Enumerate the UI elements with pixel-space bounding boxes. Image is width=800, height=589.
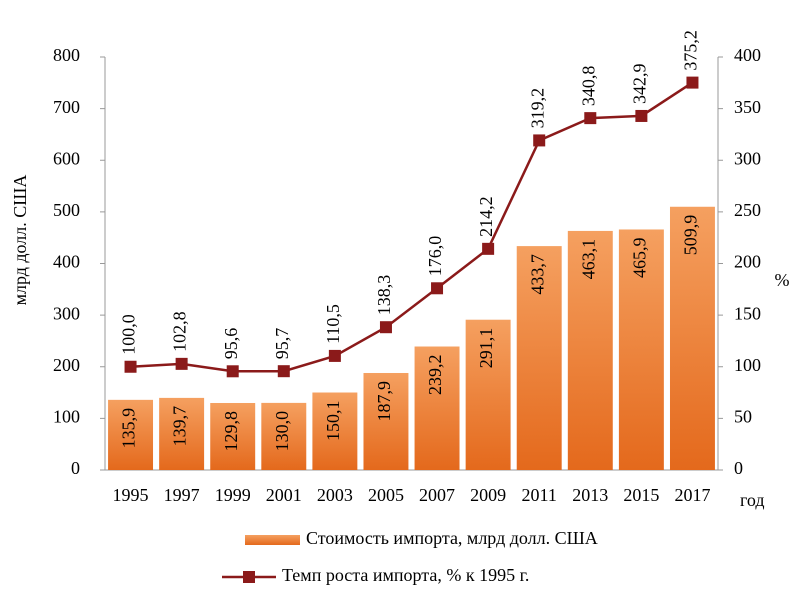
y-tick-label: 100 xyxy=(53,407,80,427)
line-marker xyxy=(686,76,699,89)
line-marker xyxy=(328,349,341,362)
y-tick-label: 500 xyxy=(53,200,80,220)
bar xyxy=(363,372,409,470)
line-value-label: 176,0 xyxy=(425,236,445,277)
x-tick-label: 1997 xyxy=(164,485,200,505)
y2-tick-label: 200 xyxy=(734,252,761,272)
line-marker xyxy=(431,282,444,295)
y2-tick-label: 100 xyxy=(734,355,761,375)
bar xyxy=(414,346,460,470)
x-tick-label: 2015 xyxy=(623,485,659,505)
line-marker xyxy=(226,365,239,378)
x-tick-label: 2003 xyxy=(317,485,353,505)
x-tick-label: 2017 xyxy=(674,485,710,505)
y2-tick-label: 300 xyxy=(734,148,761,168)
y2-tick-label: 50 xyxy=(734,407,752,427)
line-value-label: 102,8 xyxy=(170,311,190,352)
line-value-label: 95,7 xyxy=(272,328,292,360)
y2-tick-label: 250 xyxy=(734,200,761,220)
bar-value-label: 187,9 xyxy=(374,381,394,422)
x-tick-label: 2011 xyxy=(522,485,557,505)
bar xyxy=(567,230,613,470)
x-tick-label: 2009 xyxy=(470,485,506,505)
bar-value-label: 291,1 xyxy=(476,328,496,369)
bar-value-label: 135,9 xyxy=(119,408,139,449)
bar xyxy=(261,402,307,470)
bar-value-label: 239,2 xyxy=(425,355,445,396)
bar xyxy=(312,392,358,470)
line-marker xyxy=(379,321,392,334)
bar-value-label: 465,9 xyxy=(630,237,650,278)
y2-axis-label: % xyxy=(775,270,790,290)
x-tick-label: 2001 xyxy=(266,485,302,505)
line-marker xyxy=(635,109,648,122)
line-value-label: 342,9 xyxy=(630,63,650,104)
line-value-label: 138,3 xyxy=(374,275,394,316)
legend-marker xyxy=(243,571,255,583)
line-value-label: 375,2 xyxy=(681,30,701,71)
bar-value-label: 509,9 xyxy=(681,215,701,256)
y2-tick-label: 0 xyxy=(734,458,743,478)
bar-value-label: 150,1 xyxy=(323,401,343,442)
line-marker xyxy=(277,365,290,378)
line-marker xyxy=(124,360,137,373)
y2-tick-label: 350 xyxy=(734,97,761,117)
y-tick-label: 200 xyxy=(53,355,80,375)
bar xyxy=(669,206,715,470)
y-tick-label: 0 xyxy=(71,458,80,478)
line-value-label: 95,6 xyxy=(221,328,241,359)
bar xyxy=(516,246,562,470)
bar-value-label: 463,1 xyxy=(578,239,598,280)
x-axis-label: год xyxy=(740,490,765,510)
line-value-label: 319,2 xyxy=(527,88,547,129)
bar xyxy=(108,399,154,470)
y-tick-label: 800 xyxy=(53,45,80,65)
line-marker xyxy=(584,112,597,125)
bar-value-label: 129,8 xyxy=(221,411,241,452)
y-tick-label: 700 xyxy=(53,97,80,117)
x-tick-label: 2007 xyxy=(419,485,455,505)
line-value-label: 110,5 xyxy=(323,304,343,344)
bar-value-label: 130,0 xyxy=(272,411,292,452)
line xyxy=(130,81,694,373)
bar xyxy=(618,229,664,470)
x-tick-label: 2013 xyxy=(572,485,608,505)
line-value-label: 100,0 xyxy=(119,314,139,355)
y-axis-label: млрд долл. США xyxy=(10,175,30,306)
line-value-label: 214,2 xyxy=(476,196,496,237)
y-tick-label: 300 xyxy=(53,303,80,323)
line-marker xyxy=(175,357,188,370)
line-value-label: 340,8 xyxy=(578,66,598,107)
line-marker xyxy=(482,242,495,255)
legend-label: Темп роста импорта, % к 1995 г. xyxy=(282,565,529,585)
bar xyxy=(159,397,205,470)
x-tick-label: 1999 xyxy=(215,485,251,505)
line-marker xyxy=(533,134,546,147)
y2-tick-label: 150 xyxy=(734,303,761,323)
x-tick-label: 1995 xyxy=(113,485,149,505)
bar-value-label: 433,7 xyxy=(527,254,547,294)
bar xyxy=(465,319,511,470)
y-tick-label: 600 xyxy=(53,148,80,168)
legend-label: Стоимость импорта, млрд долл. США xyxy=(306,528,598,548)
bar-value-label: 139,7 xyxy=(170,406,190,447)
y-tick-label: 400 xyxy=(53,252,80,272)
x-tick-label: 2005 xyxy=(368,485,404,505)
legend-swatch xyxy=(245,535,300,545)
bar xyxy=(210,402,256,470)
y2-tick-label: 400 xyxy=(734,45,761,65)
